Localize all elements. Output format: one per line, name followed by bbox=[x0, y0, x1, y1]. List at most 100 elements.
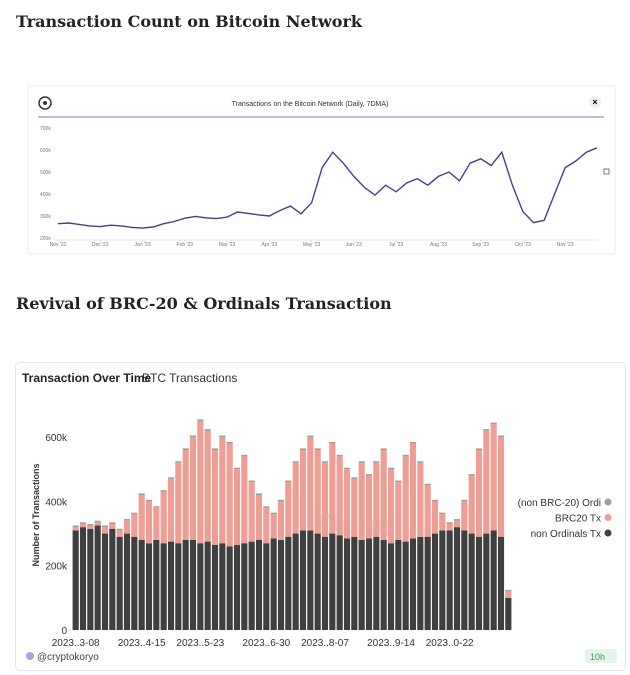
bar-segment bbox=[285, 480, 292, 483]
bar-segment bbox=[241, 456, 248, 544]
heading: Revival of BRC-20 & Ordinals Transaction bbox=[16, 294, 392, 313]
bar-segment bbox=[395, 482, 402, 540]
x-tick-label: Oct '23 bbox=[515, 242, 531, 248]
bar-segment bbox=[87, 523, 94, 526]
chart-title: Transaction Over Time bbox=[22, 371, 151, 385]
bar-segment bbox=[358, 462, 365, 540]
bar-segment bbox=[109, 523, 116, 529]
author[interactable]: @cryptokoryo bbox=[37, 652, 99, 663]
bar-segment bbox=[497, 536, 505, 630]
bar-segment bbox=[343, 467, 351, 470]
bar-segment bbox=[387, 467, 395, 470]
bar-segment bbox=[446, 523, 453, 531]
bar-segment bbox=[351, 478, 358, 537]
x-tick-label: Jun '23 bbox=[346, 242, 362, 248]
bar-segment bbox=[336, 454, 343, 457]
icon bbox=[603, 168, 610, 175]
bar-segment bbox=[277, 499, 285, 502]
bar-segment bbox=[263, 506, 270, 508]
bar-segment bbox=[373, 461, 380, 463]
bar-segment bbox=[483, 533, 490, 630]
bar-segment bbox=[123, 519, 131, 521]
bar-segment bbox=[204, 430, 211, 542]
x-tick-label: Aug '23 bbox=[430, 242, 447, 248]
y-tick-label: 300k bbox=[40, 214, 51, 220]
chart-subtitle: BTC Transactions bbox=[142, 371, 237, 385]
bar-segment bbox=[351, 536, 358, 630]
y-tick-label: 700k bbox=[40, 126, 51, 132]
bar-segment bbox=[167, 477, 175, 479]
y-tick-label: 500k bbox=[40, 170, 51, 176]
bar-segment bbox=[219, 543, 226, 630]
bar-segment bbox=[483, 430, 490, 534]
bar-segment bbox=[461, 530, 468, 630]
x-tick-label: 2023..3-08 bbox=[52, 638, 100, 649]
bar-segment bbox=[439, 512, 446, 515]
bar-segment bbox=[138, 493, 145, 495]
bar-segment bbox=[307, 437, 314, 531]
bar-segment bbox=[145, 543, 153, 630]
bar-segment bbox=[167, 478, 175, 542]
bar-segment bbox=[343, 538, 351, 630]
bar-segment bbox=[189, 540, 197, 630]
bar-segment bbox=[373, 536, 380, 630]
bar-segment bbox=[292, 462, 299, 534]
age: 10h bbox=[590, 652, 605, 662]
bar-segment bbox=[197, 543, 204, 630]
bar-segment bbox=[138, 495, 145, 540]
bar-segment bbox=[94, 525, 101, 630]
bar-segment bbox=[94, 522, 101, 526]
bar-segment bbox=[497, 437, 505, 537]
bar-segment bbox=[101, 525, 109, 528]
bar-segment bbox=[505, 589, 512, 592]
x-tick-label: 2023..9-14 bbox=[367, 638, 415, 649]
bar-segment bbox=[358, 540, 365, 630]
bar-segment bbox=[475, 448, 483, 450]
bar-segment bbox=[321, 461, 329, 463]
bar-segment bbox=[395, 480, 402, 483]
logo bbox=[38, 96, 52, 110]
bar-segment bbox=[79, 523, 87, 528]
bar-segment bbox=[321, 462, 329, 537]
bar-segment bbox=[167, 541, 175, 630]
bar-segment bbox=[490, 424, 497, 531]
x-tick-label: 2023..4-15 bbox=[118, 638, 166, 649]
bar-segment bbox=[94, 520, 101, 523]
x-tick-label: 2023..5-23 bbox=[176, 638, 224, 649]
bar-segment bbox=[270, 538, 277, 630]
bar-segment bbox=[446, 522, 453, 524]
bar-segment bbox=[461, 499, 468, 502]
bar-segment bbox=[299, 448, 307, 450]
bar-segment bbox=[402, 456, 409, 542]
legend-label: non Ordinals Tx bbox=[531, 529, 601, 540]
bar-segment bbox=[101, 527, 109, 534]
bar-segment bbox=[358, 461, 365, 463]
bar-segment bbox=[160, 490, 167, 492]
bar-segment bbox=[175, 543, 182, 630]
bar-segment bbox=[197, 419, 204, 422]
x-tick-label: Apr '23 bbox=[261, 242, 277, 248]
bar-segment bbox=[343, 469, 351, 539]
x-tick-label: Dec '22 bbox=[92, 242, 109, 248]
bar-segment bbox=[233, 467, 241, 470]
bar-segment bbox=[182, 450, 189, 540]
bar-segment bbox=[314, 448, 321, 450]
bar-segment bbox=[365, 475, 373, 539]
avatar bbox=[26, 652, 34, 660]
close-icon[interactable]: × bbox=[592, 97, 597, 107]
badge bbox=[585, 649, 617, 663]
y-tick-label: 400k bbox=[45, 497, 68, 508]
legend-swatch bbox=[604, 514, 612, 521]
bar-segment bbox=[153, 540, 160, 630]
close-button[interactable] bbox=[589, 96, 601, 108]
bar-segment bbox=[255, 540, 263, 630]
x-tick-label: Nov '22 bbox=[50, 242, 67, 248]
bar-segment bbox=[409, 538, 417, 630]
bar-segment bbox=[424, 483, 431, 486]
bar-segment bbox=[329, 443, 336, 534]
bar-segment bbox=[226, 443, 233, 547]
x-tick-label: Nov '23 bbox=[557, 242, 574, 248]
bar-segment bbox=[475, 450, 483, 537]
bar-segment bbox=[336, 456, 343, 536]
bar-segment bbox=[175, 462, 182, 544]
